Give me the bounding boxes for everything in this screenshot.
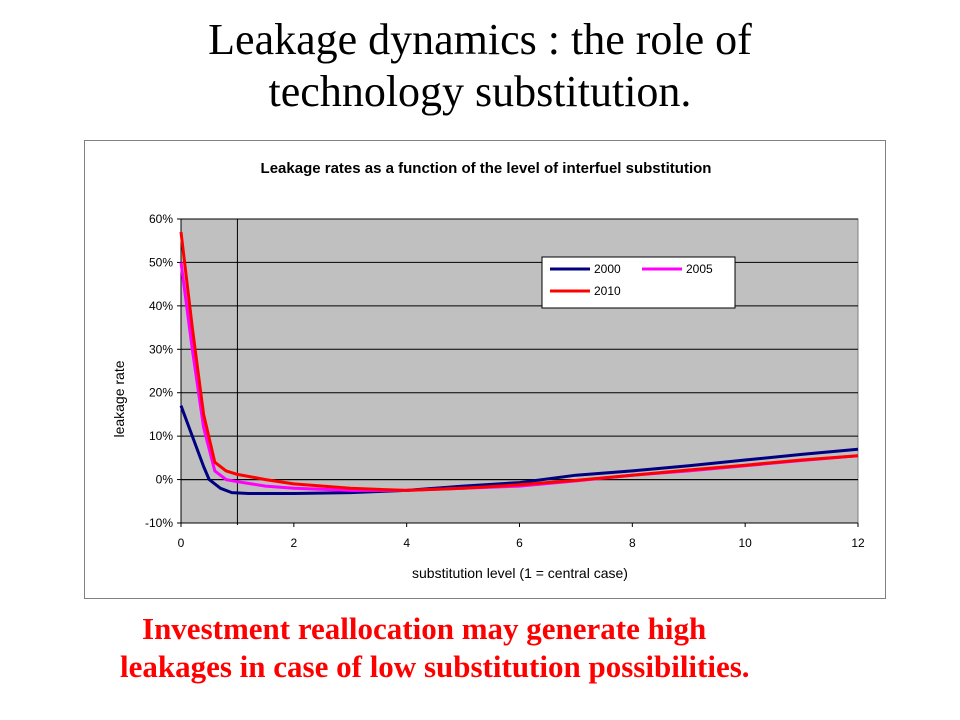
y-tick-label: 10% xyxy=(149,429,173,443)
y-axis-label: leakage rate xyxy=(111,360,127,437)
legend-label-2010: 2010 xyxy=(594,284,621,298)
caption-line1: Investment reallocation may generate hig… xyxy=(142,611,707,646)
x-tick-label: 8 xyxy=(629,536,636,550)
slide-title-line2: technology substitution. xyxy=(268,67,692,116)
plot-background xyxy=(180,218,859,524)
slide-title: Leakage dynamics : the role of technolog… xyxy=(0,14,960,118)
x-tick-label: 0 xyxy=(178,536,185,550)
y-tick-label: 50% xyxy=(149,255,173,269)
leakage-chart: Leakage rates as a function of the level… xyxy=(111,160,865,581)
slide-title-line1: Leakage dynamics : the role of xyxy=(208,15,752,64)
y-tick-label: 30% xyxy=(149,342,173,356)
slide-caption: Investment reallocation may generate hig… xyxy=(100,610,920,686)
legend xyxy=(541,256,736,309)
chart-title: Leakage rates as a function of the level… xyxy=(261,160,712,177)
caption-line2: leakages in case of low substitution pos… xyxy=(120,649,750,684)
x-tick-label: 10 xyxy=(738,536,752,550)
x-axis-label: substitution level (1 = central case) xyxy=(412,565,628,581)
x-tick-label: 6 xyxy=(516,536,523,550)
legend-label-2005: 2005 xyxy=(686,262,713,276)
y-tick-label: 0% xyxy=(156,473,174,487)
y-tick-label: -10% xyxy=(145,516,173,530)
y-tick-label: 60% xyxy=(149,212,173,226)
legend-label-2000: 2000 xyxy=(594,262,621,276)
chart-frame: Leakage rates as a function of the level… xyxy=(84,140,886,599)
plot-area: -10% 0% 10% 20% 30% 40% 50% 60% 0 2 4 6 8 10 12 2000 200… xyxy=(145,212,865,550)
y-tick-label: 40% xyxy=(149,299,173,313)
x-tick-label: 4 xyxy=(403,536,410,550)
x-tick-label: 12 xyxy=(851,536,865,550)
y-tick-label: 20% xyxy=(149,386,173,400)
series-line-2010 xyxy=(179,231,859,492)
x-tick-label: 2 xyxy=(290,536,297,550)
